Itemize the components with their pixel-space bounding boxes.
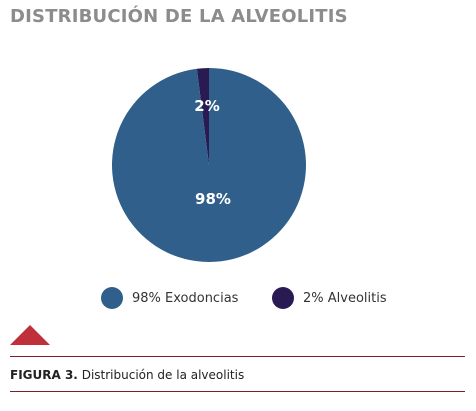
figure-caption-text: Distribución de la alveolitis [81,368,245,382]
legend-label-alveolitis: 2% Alveolitis [303,290,387,306]
legend-item-exodoncias: 98% Exodoncias [101,287,238,309]
pie-slice-1 [196,68,209,165]
legend: 98% Exodoncias 2% Alveolitis [0,287,476,313]
caption-rule-top [10,356,465,357]
pie-slice-0 [112,68,307,262]
triangle-marker-icon [10,325,50,345]
legend-swatch-alveolitis [272,287,294,309]
legend-item-alveolitis: 2% Alveolitis [272,287,387,309]
slice-data-label-1: 2% [194,97,219,115]
legend-swatch-exodoncias [101,287,123,309]
pie-chart: 98% 2% [112,68,307,262]
slice-data-label-0: 98% [195,190,231,208]
figure-caption: FIGURA 3. Distribución de la alveolitis [10,368,244,382]
legend-label-exodoncias: 98% Exodoncias [132,290,239,306]
figure-label: FIGURA 3. [10,368,78,382]
caption-rule-bottom [10,391,465,392]
chart-title: DISTRIBUCIÓN DE LA ALVEOLITIS [10,6,348,27]
